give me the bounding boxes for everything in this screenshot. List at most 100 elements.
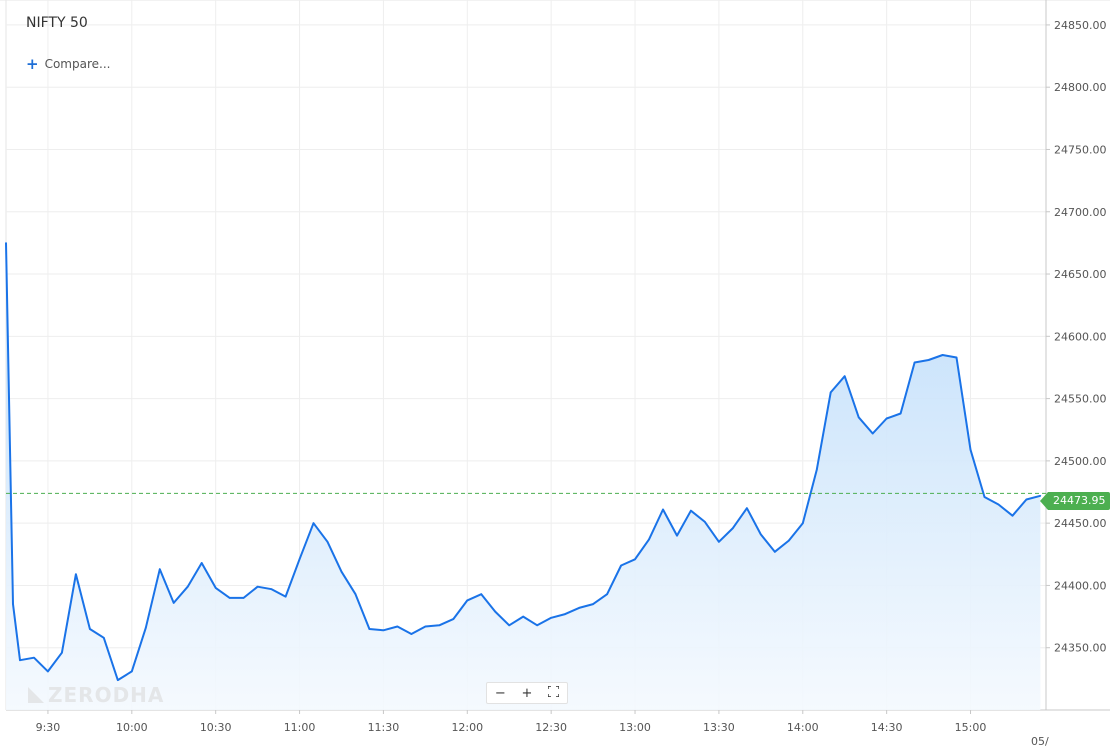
data-point	[480, 593, 483, 595]
data-point	[983, 496, 986, 498]
data-point	[564, 613, 566, 615]
data-point	[61, 651, 63, 654]
data-point	[438, 624, 441, 627]
data-point	[955, 356, 958, 359]
zoom-out-button[interactable]: −	[494, 685, 506, 701]
data-point	[256, 585, 259, 588]
plus-icon: +	[26, 55, 39, 73]
data-point	[522, 615, 524, 618]
expand-icon[interactable]	[544, 684, 563, 701]
compare-button[interactable]: + Compare...	[26, 55, 111, 73]
data-point	[103, 637, 105, 639]
data-point	[1025, 498, 1028, 501]
data-point	[913, 361, 916, 364]
data-point	[117, 679, 119, 681]
data-point	[5, 242, 7, 244]
data-point	[578, 607, 580, 609]
data-point	[242, 597, 245, 599]
price-area	[6, 242, 1041, 710]
zoom-in-button[interactable]: +	[521, 685, 533, 701]
y-tick-label: 24350.00	[1054, 642, 1107, 655]
data-point	[284, 595, 287, 598]
data-point	[89, 628, 91, 630]
data-point	[648, 538, 650, 541]
x-tick-label: 10:00	[116, 721, 148, 734]
data-point	[75, 573, 77, 575]
data-point	[969, 448, 972, 451]
data-point	[312, 522, 315, 524]
data-point	[550, 617, 552, 619]
data-point	[606, 593, 608, 595]
data-point	[396, 625, 399, 628]
x-tick-label: 14:30	[871, 721, 903, 734]
last-price-tag: 24473.95	[1040, 492, 1110, 510]
data-point	[466, 599, 469, 602]
data-point	[340, 570, 343, 573]
data-point	[424, 625, 427, 628]
y-tick-label: 24850.00	[1054, 19, 1107, 32]
data-point	[494, 610, 497, 613]
data-point	[145, 627, 147, 629]
data-point	[788, 539, 790, 542]
data-point	[690, 509, 692, 512]
data-point	[12, 603, 14, 605]
x-tick-label: 12:30	[535, 721, 567, 734]
y-tick-label: 24650.00	[1054, 268, 1107, 281]
data-point	[200, 562, 203, 564]
data-point	[829, 391, 832, 394]
x-tick-label: 13:00	[619, 721, 651, 734]
x-tick-label: 15:00	[955, 721, 987, 734]
y-tick-label: 24800.00	[1054, 81, 1107, 94]
y-tick-label: 24700.00	[1054, 206, 1107, 219]
data-point	[410, 633, 413, 635]
data-point	[186, 585, 189, 588]
chart-title: NIFTY 50	[26, 15, 88, 31]
data-point	[843, 375, 846, 378]
zerodha-watermark: ZERODHA	[28, 683, 164, 707]
data-point	[270, 588, 273, 590]
data-point	[620, 564, 622, 567]
data-point	[662, 508, 664, 511]
data-point	[382, 629, 385, 632]
x-tick-label: 12:00	[451, 721, 483, 734]
watermark-text: ZERODHA	[48, 683, 165, 707]
data-point	[732, 527, 734, 529]
compare-label: Compare...	[44, 57, 111, 71]
x-tick-label: 14:00	[787, 721, 819, 734]
data-point	[354, 593, 357, 595]
y-tick-label: 24550.00	[1054, 393, 1107, 406]
data-point	[634, 558, 636, 561]
data-point	[927, 359, 930, 361]
y-tick-label: 24750.00	[1054, 143, 1107, 156]
data-point	[760, 533, 762, 536]
data-point	[214, 587, 217, 589]
zerodha-logo-icon	[28, 687, 44, 703]
data-point	[704, 521, 706, 523]
data-point	[592, 603, 594, 605]
x-tick-label: 10:30	[200, 721, 232, 734]
data-point	[47, 670, 49, 673]
x-tick-label: 11:00	[284, 721, 316, 734]
data-point	[172, 602, 175, 604]
x-trailing-label: 05/	[1031, 735, 1049, 748]
y-tick-label: 24450.00	[1054, 517, 1107, 530]
y-tick-label: 24600.00	[1054, 330, 1107, 343]
data-point	[746, 507, 748, 510]
data-point	[997, 503, 1000, 506]
y-tick-label: 24500.00	[1054, 455, 1107, 468]
data-point	[298, 558, 301, 561]
x-tick-label: 11:30	[368, 721, 400, 734]
data-point	[326, 541, 329, 543]
price-line	[5, 242, 1041, 682]
data-point	[857, 416, 860, 419]
x-tick-label: 13:30	[703, 721, 735, 734]
data-point	[871, 432, 874, 435]
data-point	[885, 417, 888, 420]
data-point	[452, 618, 455, 620]
data-point	[1011, 514, 1014, 517]
data-point	[816, 468, 818, 471]
zoom-controls: − +	[486, 682, 568, 704]
data-point	[508, 624, 511, 627]
